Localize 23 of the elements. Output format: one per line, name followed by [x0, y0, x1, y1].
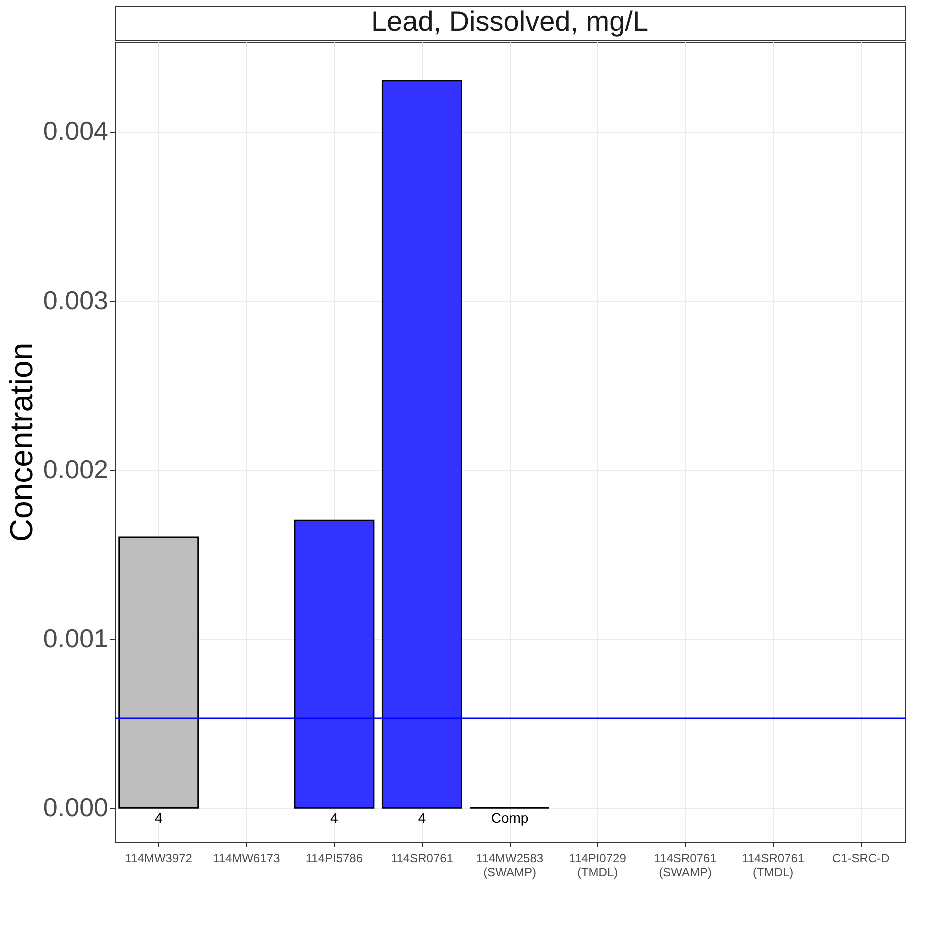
annotation: 4: [330, 810, 339, 826]
y-axis-title: Concentration: [3, 342, 40, 542]
y-tick-label: 0.002: [43, 454, 108, 484]
x-tick-label: 114MW6173: [213, 852, 281, 866]
x-tick-label: 114PI5786: [306, 852, 364, 866]
y-tick-label: 0.004: [43, 116, 108, 146]
y-tick-label: 0.000: [43, 792, 108, 823]
chart-title: Lead, Dissolved, mg/L: [371, 6, 649, 37]
x-tick-label: 114MW2583 (SWAMP): [476, 852, 544, 880]
x-tick-label: 114MW3972: [125, 852, 193, 866]
annotation: 4: [154, 810, 163, 826]
bar: [118, 536, 200, 809]
bar: [294, 520, 375, 809]
bar: [382, 80, 462, 809]
x-tick-label: 114SR0761: [390, 852, 454, 866]
annotation: 4: [418, 810, 426, 826]
y-tick-label: 0.003: [43, 285, 108, 316]
x-tick-label: 114SR0761 (TMDL): [742, 852, 805, 880]
x-tick-label: 114SR0761 (SWAMP): [654, 852, 718, 880]
y-tick-label: 0.001: [43, 624, 108, 654]
annotation: Comp: [491, 810, 529, 826]
x-tick-label: C1-SRC-D: [832, 852, 890, 866]
x-tick-label: 114PI0729 (TMDL): [569, 852, 627, 880]
